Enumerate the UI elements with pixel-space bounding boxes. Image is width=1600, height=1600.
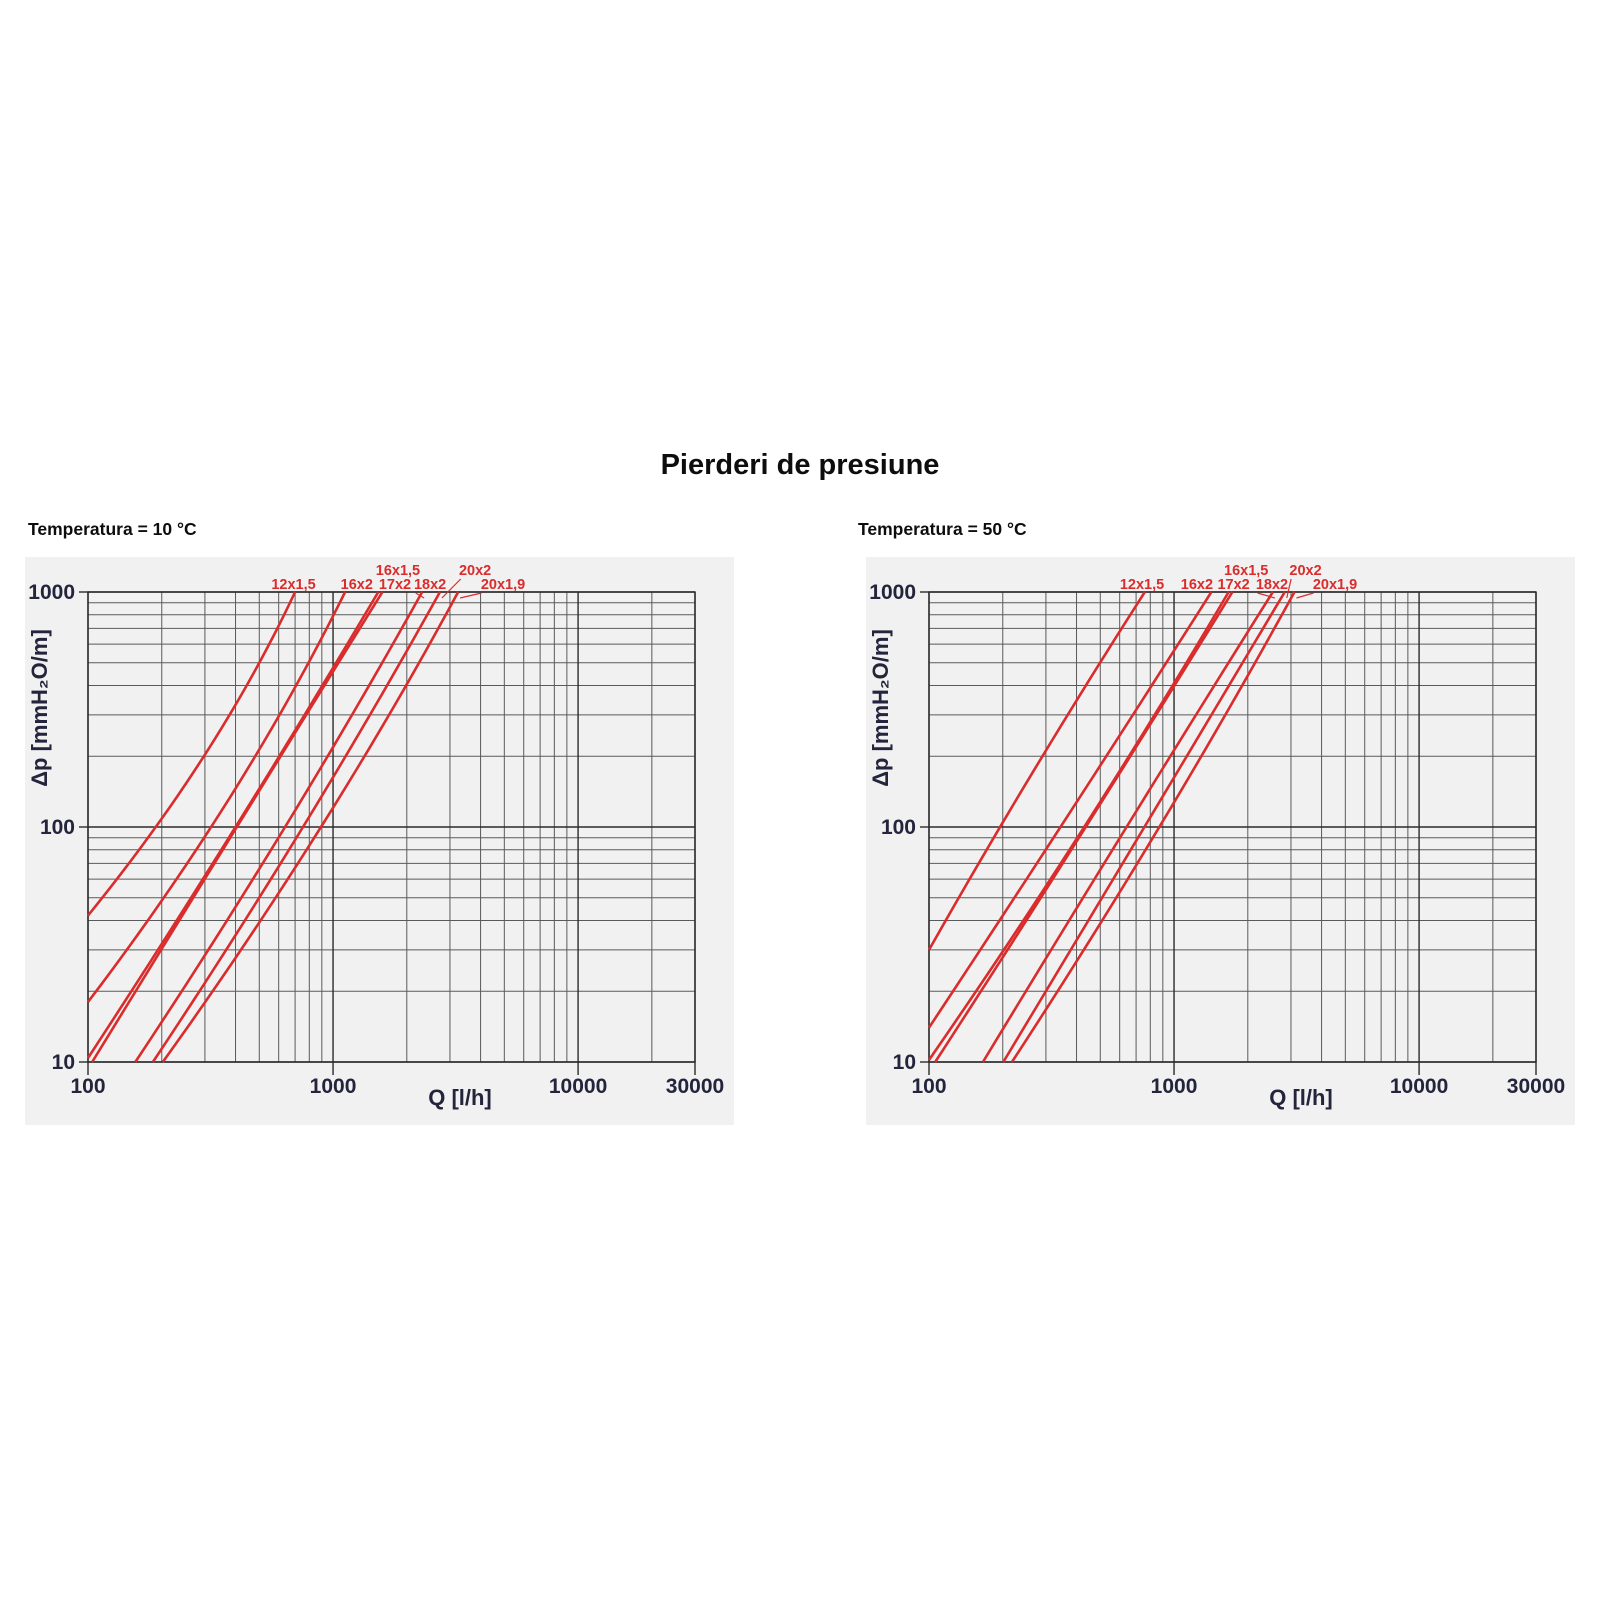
- y-axis-tick-label: 10: [52, 1051, 75, 1074]
- y-axis-tick-label: 100: [40, 816, 75, 839]
- chart-panel-background: [866, 557, 1575, 1125]
- x-axis-tick-label: 30000: [666, 1075, 724, 1098]
- y-axis-title: Δp [mmH₂O/m]: [27, 629, 52, 787]
- x-axis-tick-label: 10000: [1390, 1075, 1448, 1098]
- series-label-20x2: 20x2: [1289, 563, 1321, 579]
- series-group: [87, 591, 460, 1063]
- y-axis-tick-label: 100: [881, 816, 916, 839]
- series-label-20x1-9: 20x1,9: [481, 577, 525, 593]
- series-label-18x2: 18x2: [414, 577, 446, 593]
- series-line-20x1-9: [161, 591, 460, 1063]
- x-axis-tick-label: 1000: [310, 1075, 357, 1098]
- plot-border: [87, 591, 696, 1063]
- series-label-leader-18x2: [1257, 592, 1275, 599]
- x-axis-tick-label: 30000: [1507, 1075, 1565, 1098]
- series-line-20x2: [151, 591, 442, 1063]
- series-line-17x2: [91, 591, 384, 1063]
- series-line-20x2: [1002, 591, 1286, 1063]
- series-label-leader-18x2: [415, 592, 425, 599]
- x-axis-tick-label: 10000: [549, 1075, 607, 1098]
- x-axis-title: Q [l/h]: [1269, 1085, 1333, 1110]
- page-title: Pierderi de presiune: [660, 449, 940, 481]
- x-axis-title: Q [l/h]: [428, 1085, 492, 1110]
- series-label-17x2: 17x2: [379, 577, 411, 593]
- series-line-18x2: [981, 591, 1274, 1063]
- series-line-20x1-9: [1010, 591, 1296, 1063]
- x-axis-tick-label: 100: [70, 1075, 105, 1098]
- series-label-12x1-5: 12x1,5: [271, 577, 315, 593]
- series-label-20x1-9: 20x1,9: [1313, 577, 1357, 593]
- series-label-16x1-5: 16x1,5: [1224, 563, 1268, 579]
- series-line-18x2: [134, 591, 424, 1063]
- chart-panel-background: [25, 557, 734, 1125]
- y-axis-title: Δp [mmH₂O/m]: [868, 629, 893, 787]
- series-label-16x1-5: 16x1,5: [376, 563, 420, 579]
- series-label-20x2: 20x2: [459, 563, 491, 579]
- series-label-leader-20x1-9: [460, 592, 482, 599]
- series-label-leader-20x2: [1286, 578, 1292, 599]
- series-line-16x2: [87, 591, 347, 1003]
- series-label-12x1-5: 12x1,5: [1120, 577, 1164, 593]
- series-line-17x2: [934, 591, 1234, 1063]
- series-line-12x1-5: [928, 591, 1146, 951]
- y-axis-tick-label: 1000: [869, 581, 916, 604]
- series-label-leader-20x1-9: [1296, 592, 1314, 599]
- x-axis-tick-label: 100: [911, 1075, 946, 1098]
- series-line-16x2: [928, 591, 1213, 1029]
- series-label-16x2: 16x2: [1181, 577, 1213, 593]
- plot-border: [928, 591, 1537, 1063]
- chart-header-50c: Temperatura = 50 °C: [858, 519, 1027, 539]
- series-label-18x2: 18x2: [1256, 577, 1288, 593]
- series-label-16x2: 16x2: [341, 577, 373, 593]
- chart-header-10c: Temperatura = 10 °C: [28, 519, 197, 539]
- y-axis-tick-label: 1000: [28, 581, 75, 604]
- series-label-17x2: 17x2: [1217, 577, 1249, 593]
- series-line-12x1-5: [87, 591, 297, 917]
- x-axis-tick-label: 1000: [1151, 1075, 1198, 1098]
- y-axis-tick-label: 10: [893, 1051, 916, 1074]
- series-label-leader-20x2: [441, 578, 462, 599]
- series-group: [928, 591, 1296, 1063]
